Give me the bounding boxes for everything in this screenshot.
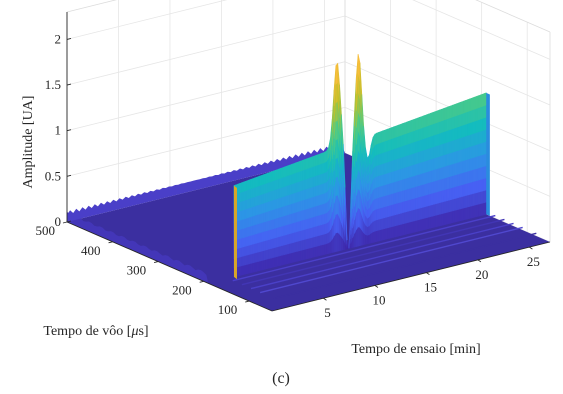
surface-plot [67,54,550,311]
y-tick-label: 300 [127,263,147,278]
grid-line-z-side [412,0,551,60]
panel-label: (c) [272,370,290,387]
x-tick [477,259,482,263]
surface-edge-back [486,92,490,216]
z-axis-label: Amplitude [UA] [21,96,36,189]
y-axis-line [66,221,273,312]
z-tick [66,37,72,40]
z-tick [66,129,72,132]
x-tick [426,272,430,276]
x-tick-label: 20 [475,267,488,282]
grid-line-z-back [66,15,346,86]
x-tick-label: 15 [424,280,437,295]
z-tick [66,220,72,223]
y-axis-label: Tempo de vôo [μs] [43,324,148,339]
x-tick [529,246,533,250]
x-tick [374,285,379,288]
y-tick-label: 400 [81,243,101,258]
z-tick-label: 1.5 [45,77,61,92]
z-tick [66,83,72,86]
x-axis-label: Tempo de ensaio [min] [351,342,480,357]
baseline-fringe [67,143,345,222]
baseline-ridge [250,222,514,290]
baseline-ridge [273,232,537,300]
x-tick-label: 5 [324,305,331,320]
axes-box-edge [475,0,551,33]
y-tick [62,221,68,224]
y-tick-label: 500 [36,223,56,238]
grid-line-z-side [344,61,551,152]
axes-frame [62,12,551,312]
grid-line-z-side [344,15,551,106]
y-tick [154,261,159,263]
z-tick [66,174,72,177]
grid-line-z-back [66,0,228,40]
y-tick-label: 200 [172,282,192,297]
baseline-ridge [259,226,523,294]
x-tick-label: 25 [527,254,540,269]
x-tick [323,297,327,301]
x-axis-line [271,241,551,312]
z-tick-label: 0.5 [45,168,61,183]
surface-edge-front [233,185,237,280]
x-tick-label: 10 [372,292,385,307]
y-tick [199,280,204,283]
z-tick-label: 2 [55,31,62,46]
grid-line-z-back [66,106,346,177]
surface-patch [346,239,350,249]
y-tick-label: 100 [218,302,238,317]
z-tick-label: 1 [55,123,62,138]
axes-box-edge [66,0,118,13]
z-tick-label: 0 [55,214,62,229]
baseline-ridge [241,218,505,286]
baseline-edge [67,212,209,284]
y-tick [108,241,113,244]
grid-line-z-back [66,61,346,132]
y-tick [245,300,250,303]
baseline-ridge [232,214,496,282]
